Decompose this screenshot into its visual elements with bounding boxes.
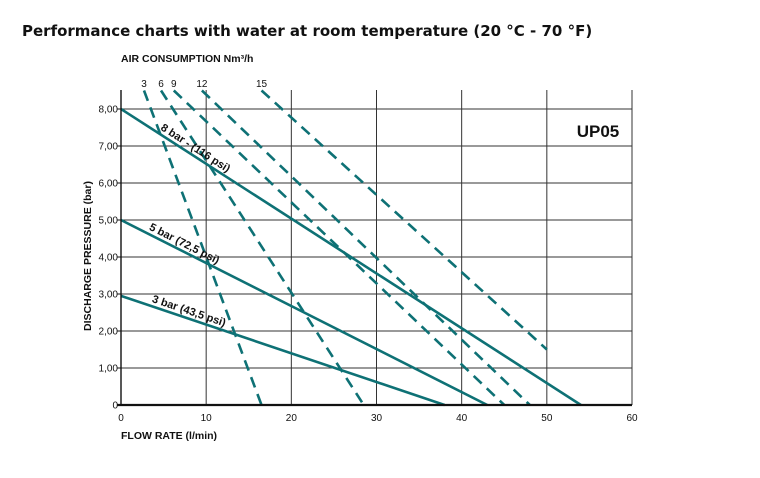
x-tick-label: 20 xyxy=(286,413,298,424)
y-tick-label: 4,00 xyxy=(99,253,119,264)
x-axis-title: FLOW RATE (l/min) xyxy=(121,430,217,442)
pressure-curve-label: 3 bar (43,5 psi) xyxy=(150,293,227,329)
air-consumption-labels: 3 6 9 12 15 xyxy=(141,79,267,90)
pressure-curve-label: 8 bar - (116 psi) xyxy=(158,122,232,176)
model-label: UP05 xyxy=(577,122,620,141)
x-tick-label: 50 xyxy=(541,413,553,424)
air-label-9: 9 xyxy=(171,79,177,90)
y-axis-title: DISCHARGE PRESSURE (bar) xyxy=(82,181,94,331)
air-label-12: 12 xyxy=(196,79,208,90)
air-label-6: 6 xyxy=(158,79,164,90)
y-tick-label: 7,00 xyxy=(99,142,119,153)
pressure-curve-2 xyxy=(120,218,488,407)
air-curve-9 xyxy=(172,89,506,406)
tick-labels: 0 1,00 2,00 3,00 4,00 5,00 6,00 7,00 8,00 0 10 20 30… xyxy=(99,105,638,425)
y-tick-label: 5,00 xyxy=(99,216,119,227)
air-label-3: 3 xyxy=(141,79,147,90)
y-tick-label: 0 xyxy=(112,401,118,412)
top-axis-title: AIR CONSUMPTION Nm³/h xyxy=(121,53,253,65)
air-consumption-curves xyxy=(142,89,548,406)
air-curve-6 xyxy=(159,89,365,406)
pressure-curve-1 xyxy=(120,107,582,407)
x-tick-label: 60 xyxy=(626,413,638,424)
x-tick-label: 10 xyxy=(201,413,213,424)
page-title: Performance charts with water at room te… xyxy=(22,22,593,40)
y-tick-label: 8,00 xyxy=(99,105,119,116)
air-curve-12 xyxy=(201,89,531,406)
y-tick-label: 3,00 xyxy=(99,290,119,301)
y-tick-label: 1,00 xyxy=(99,364,119,375)
x-tick-label: 0 xyxy=(118,413,124,424)
y-tick-label: 6,00 xyxy=(99,179,119,190)
pressure-curve-label: 5 bar (72,5 psi) xyxy=(147,221,221,267)
grid xyxy=(117,90,633,406)
x-tick-label: 40 xyxy=(456,413,468,424)
air-label-15: 15 xyxy=(256,79,268,90)
pressure-curves xyxy=(120,107,582,407)
air-curve-15 xyxy=(260,89,548,351)
axes xyxy=(117,90,632,407)
x-tick-label: 30 xyxy=(371,413,383,424)
pressure-curve-3 xyxy=(120,294,446,407)
y-tick-label: 2,00 xyxy=(99,327,119,338)
air-curve-3 xyxy=(142,90,263,406)
